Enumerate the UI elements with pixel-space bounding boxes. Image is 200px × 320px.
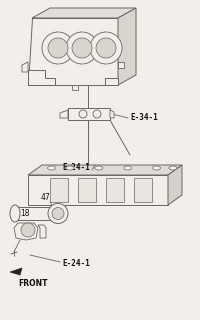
Polygon shape [10, 268, 22, 275]
Ellipse shape [10, 205, 20, 222]
Polygon shape [22, 62, 28, 72]
Circle shape [72, 38, 92, 58]
Polygon shape [72, 85, 78, 90]
Polygon shape [104, 78, 117, 85]
Polygon shape [68, 108, 109, 120]
Circle shape [96, 38, 115, 58]
Polygon shape [117, 8, 135, 85]
Polygon shape [15, 207, 60, 220]
Polygon shape [38, 225, 46, 238]
Ellipse shape [94, 166, 102, 170]
Text: E-24-1: E-24-1 [62, 164, 89, 172]
Polygon shape [78, 178, 96, 202]
Text: 18: 18 [20, 209, 30, 218]
Circle shape [93, 110, 100, 118]
Polygon shape [109, 110, 113, 118]
Circle shape [48, 38, 68, 58]
Text: E-24-1: E-24-1 [62, 259, 89, 268]
Ellipse shape [66, 166, 74, 170]
Ellipse shape [152, 166, 160, 170]
Text: FRONT: FRONT [18, 278, 47, 287]
Polygon shape [28, 18, 117, 85]
Polygon shape [28, 175, 167, 205]
Polygon shape [105, 178, 123, 202]
Polygon shape [28, 165, 181, 175]
Circle shape [79, 110, 87, 118]
Text: 47: 47 [41, 194, 51, 203]
Ellipse shape [123, 166, 131, 170]
Circle shape [21, 223, 35, 237]
Ellipse shape [168, 166, 176, 170]
Circle shape [66, 32, 98, 64]
Polygon shape [117, 62, 123, 68]
Text: E-34-1: E-34-1 [129, 114, 157, 123]
Polygon shape [32, 8, 135, 18]
Polygon shape [60, 110, 68, 118]
Polygon shape [167, 165, 181, 205]
Circle shape [52, 207, 64, 220]
Polygon shape [14, 223, 38, 240]
Polygon shape [133, 178, 151, 202]
Circle shape [90, 32, 121, 64]
Circle shape [42, 32, 74, 64]
Polygon shape [50, 178, 68, 202]
Polygon shape [28, 70, 55, 85]
Circle shape [48, 204, 68, 223]
Ellipse shape [47, 166, 55, 170]
